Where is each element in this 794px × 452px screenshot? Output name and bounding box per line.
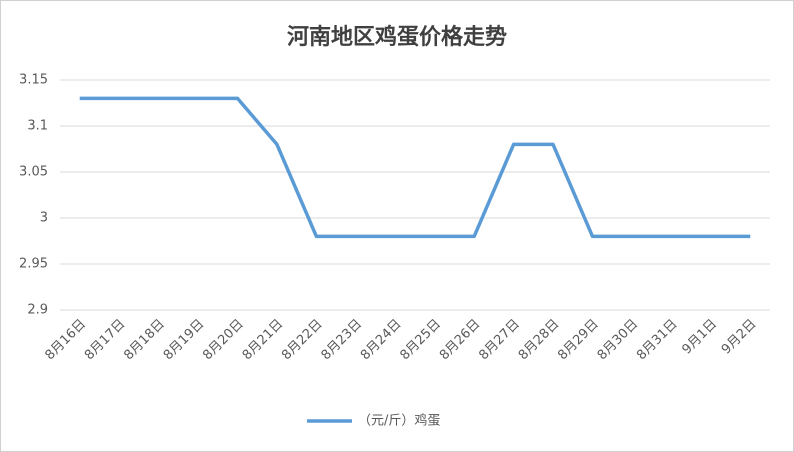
chart-title: 河南地区鸡蛋价格走势 — [287, 24, 507, 50]
y-tick-label: 3.1 — [27, 119, 48, 134]
y-tick-label: 3.15 — [19, 73, 48, 88]
y-tick-label: 2.95 — [19, 257, 48, 272]
y-tick-label: 3.05 — [19, 165, 48, 180]
legend-label: （元/斤）鸡蛋 — [358, 413, 440, 429]
y-tick-label: 3 — [40, 211, 48, 226]
y-tick-label: 2.9 — [27, 303, 48, 318]
line-series — [79, 96, 751, 239]
